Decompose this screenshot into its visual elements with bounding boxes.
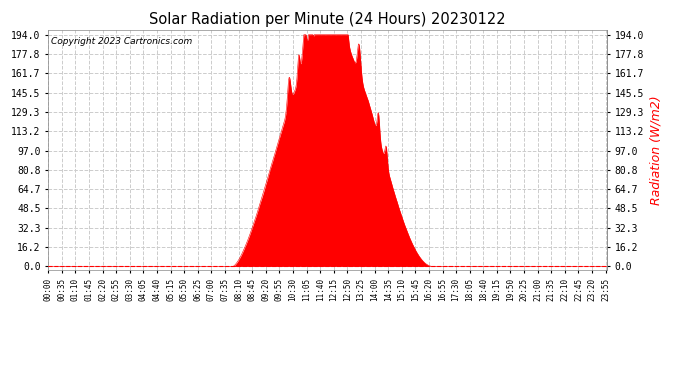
- Text: Copyright 2023 Cartronics.com: Copyright 2023 Cartronics.com: [51, 37, 193, 46]
- Y-axis label: Radiation (W/m2): Radiation (W/m2): [650, 95, 663, 205]
- Title: Solar Radiation per Minute (24 Hours) 20230122: Solar Radiation per Minute (24 Hours) 20…: [150, 12, 506, 27]
